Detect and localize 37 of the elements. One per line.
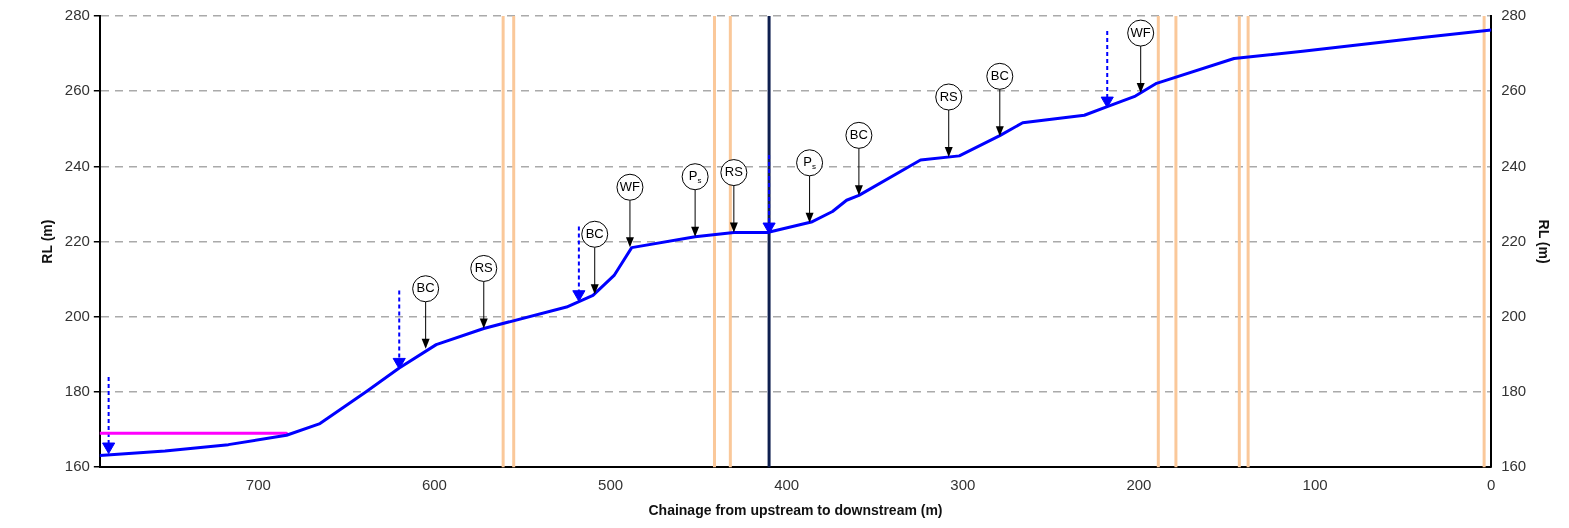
- annotation: BC: [585, 225, 604, 241]
- y2-tick-label: 220: [1501, 231, 1527, 249]
- x-tick-label: 0: [1487, 476, 1496, 494]
- annotation: BC: [416, 280, 435, 296]
- annotation: BC: [990, 67, 1009, 83]
- x-axis-title: Chainage from upstream to downstream (m): [648, 502, 943, 519]
- point: [392, 357, 406, 370]
- x-tick-label: 700: [245, 476, 271, 494]
- y2-tick-label: 180: [1501, 382, 1527, 400]
- y2-axis-title: RL (m): [1535, 219, 1552, 264]
- y2-tick-label: 260: [1501, 81, 1527, 99]
- annotation: WF: [1130, 24, 1151, 40]
- y2-tick-label: 240: [1501, 156, 1527, 174]
- x-tick-label: 400: [774, 476, 800, 494]
- x-tick-label: 200: [1126, 476, 1152, 494]
- annotation: RS: [939, 88, 959, 104]
- y-tick-label: 180: [64, 382, 90, 400]
- annotation: RS: [724, 164, 744, 180]
- point: [102, 442, 116, 455]
- x-tick-label: 600: [421, 476, 447, 494]
- annotation: BC: [849, 126, 868, 142]
- x-tick-label: 100: [1302, 476, 1328, 494]
- y2-tick-label: 160: [1501, 457, 1527, 475]
- y2-tick-label: 200: [1501, 306, 1527, 324]
- y-tick-label: 260: [64, 81, 90, 99]
- y-tick-label: 160: [64, 457, 90, 475]
- y-tick-label: 220: [64, 231, 90, 249]
- y-tick-label: 280: [64, 6, 90, 24]
- annotation: WF: [619, 178, 641, 194]
- y2-tick-label: 280: [1501, 6, 1527, 24]
- point: [572, 290, 586, 302]
- y-tick-label: 240: [64, 156, 90, 174]
- y-tick-label: 200: [64, 306, 90, 324]
- x-tick-label: 300: [950, 476, 976, 494]
- x-tick-label: 500: [598, 476, 624, 494]
- annotation: RS: [474, 260, 494, 276]
- y-axis-title: RL (m): [39, 219, 56, 264]
